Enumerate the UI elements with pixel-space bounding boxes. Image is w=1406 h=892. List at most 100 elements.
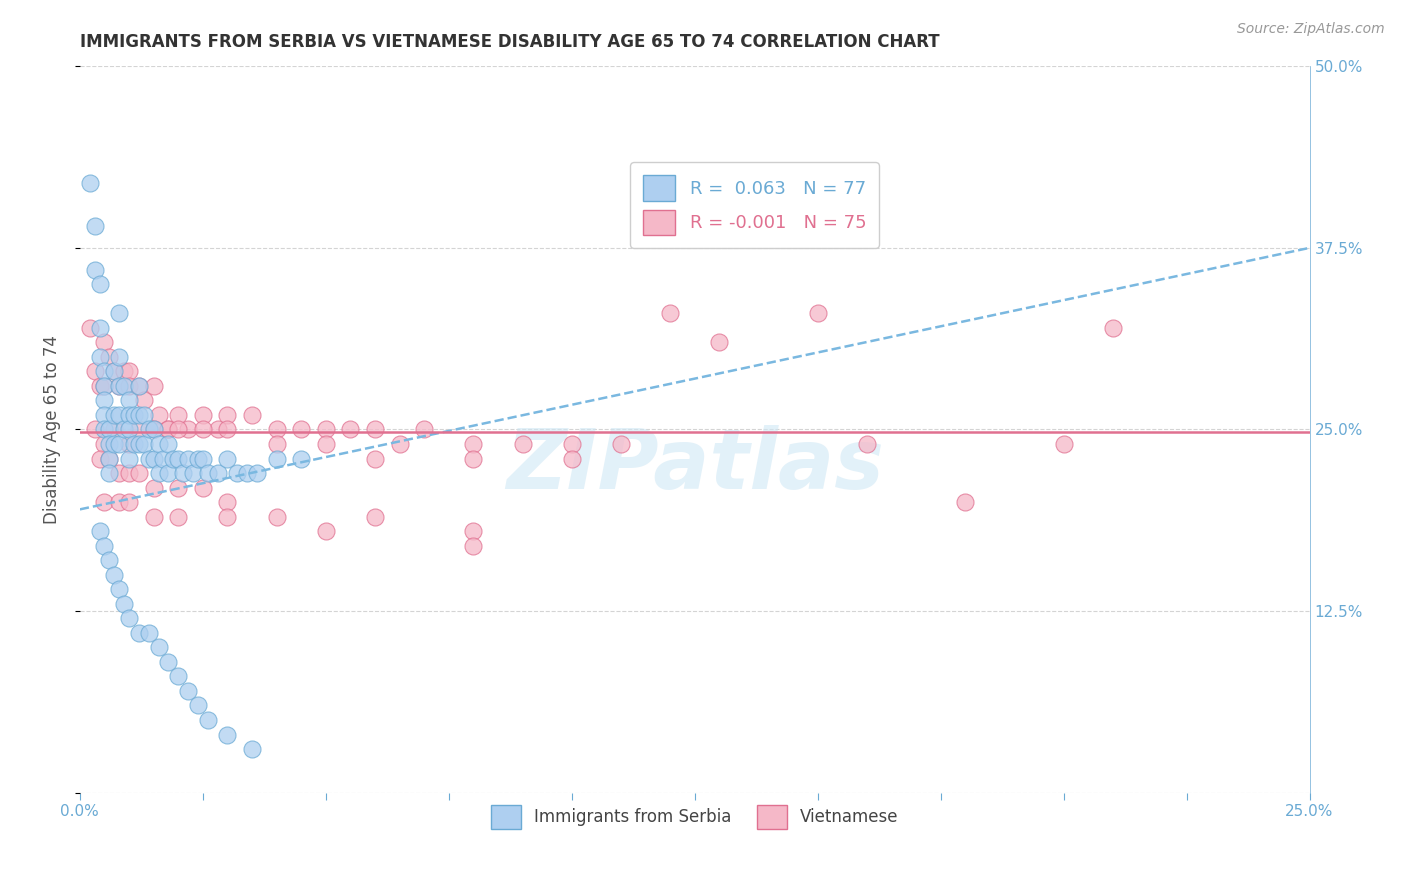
Point xyxy=(217,727,239,741)
Point xyxy=(103,364,125,378)
Point xyxy=(93,335,115,350)
Point xyxy=(128,437,150,451)
Legend: Immigrants from Serbia, Vietnamese: Immigrants from Serbia, Vietnamese xyxy=(484,798,905,835)
Text: ZIPatlas: ZIPatlas xyxy=(506,425,883,507)
Point xyxy=(172,466,194,480)
Point xyxy=(709,335,731,350)
Point xyxy=(98,451,121,466)
Point xyxy=(364,451,387,466)
Point xyxy=(138,625,160,640)
Point xyxy=(142,481,165,495)
Point xyxy=(89,350,111,364)
Point xyxy=(463,524,485,538)
Point xyxy=(315,524,337,538)
Point xyxy=(266,509,288,524)
Point xyxy=(128,466,150,480)
Point xyxy=(128,379,150,393)
Point xyxy=(142,451,165,466)
Point xyxy=(266,451,288,466)
Point xyxy=(152,451,174,466)
Point xyxy=(148,640,170,655)
Point xyxy=(79,176,101,190)
Point xyxy=(142,422,165,436)
Point xyxy=(128,408,150,422)
Point xyxy=(93,364,115,378)
Point xyxy=(463,539,485,553)
Point xyxy=(83,262,105,277)
Point xyxy=(83,364,105,378)
Point xyxy=(364,422,387,436)
Point xyxy=(512,437,534,451)
Point xyxy=(207,466,229,480)
Point xyxy=(108,495,131,509)
Point xyxy=(157,437,180,451)
Point xyxy=(177,684,200,698)
Point xyxy=(108,350,131,364)
Point xyxy=(610,437,633,451)
Point xyxy=(108,306,131,320)
Point xyxy=(290,451,312,466)
Point xyxy=(142,379,165,393)
Point xyxy=(103,437,125,451)
Point xyxy=(142,509,165,524)
Point xyxy=(157,655,180,669)
Point xyxy=(157,422,180,436)
Point xyxy=(103,408,125,422)
Point xyxy=(138,451,160,466)
Point xyxy=(207,422,229,436)
Point xyxy=(197,466,219,480)
Point xyxy=(463,437,485,451)
Point xyxy=(118,364,141,378)
Point xyxy=(108,466,131,480)
Point xyxy=(98,553,121,567)
Point xyxy=(83,422,105,436)
Point xyxy=(108,437,131,451)
Point xyxy=(266,422,288,436)
Point xyxy=(103,422,125,436)
Point xyxy=(142,422,165,436)
Point xyxy=(118,408,141,422)
Point xyxy=(98,437,121,451)
Point xyxy=(217,509,239,524)
Point xyxy=(177,422,200,436)
Point xyxy=(118,495,141,509)
Point xyxy=(112,422,135,436)
Point xyxy=(89,379,111,393)
Point xyxy=(118,422,141,436)
Point xyxy=(103,364,125,378)
Point xyxy=(93,379,115,393)
Point xyxy=(177,451,200,466)
Point xyxy=(132,408,155,422)
Point xyxy=(217,451,239,466)
Point xyxy=(118,393,141,408)
Point xyxy=(108,582,131,597)
Point xyxy=(93,393,115,408)
Point xyxy=(157,422,180,436)
Point xyxy=(167,422,190,436)
Point xyxy=(167,408,190,422)
Point xyxy=(240,408,263,422)
Point xyxy=(98,422,121,436)
Point xyxy=(315,422,337,436)
Point xyxy=(1101,320,1123,334)
Point xyxy=(98,350,121,364)
Point xyxy=(118,451,141,466)
Point xyxy=(112,379,135,393)
Point xyxy=(89,524,111,538)
Point xyxy=(108,379,131,393)
Point xyxy=(217,495,239,509)
Point xyxy=(93,437,115,451)
Point xyxy=(118,379,141,393)
Point xyxy=(246,466,269,480)
Point xyxy=(122,437,145,451)
Point xyxy=(659,306,682,320)
Point xyxy=(191,408,214,422)
Point xyxy=(157,466,180,480)
Point xyxy=(138,422,160,436)
Point xyxy=(108,379,131,393)
Point xyxy=(167,669,190,683)
Point xyxy=(167,481,190,495)
Point xyxy=(167,509,190,524)
Point xyxy=(103,567,125,582)
Point xyxy=(561,437,583,451)
